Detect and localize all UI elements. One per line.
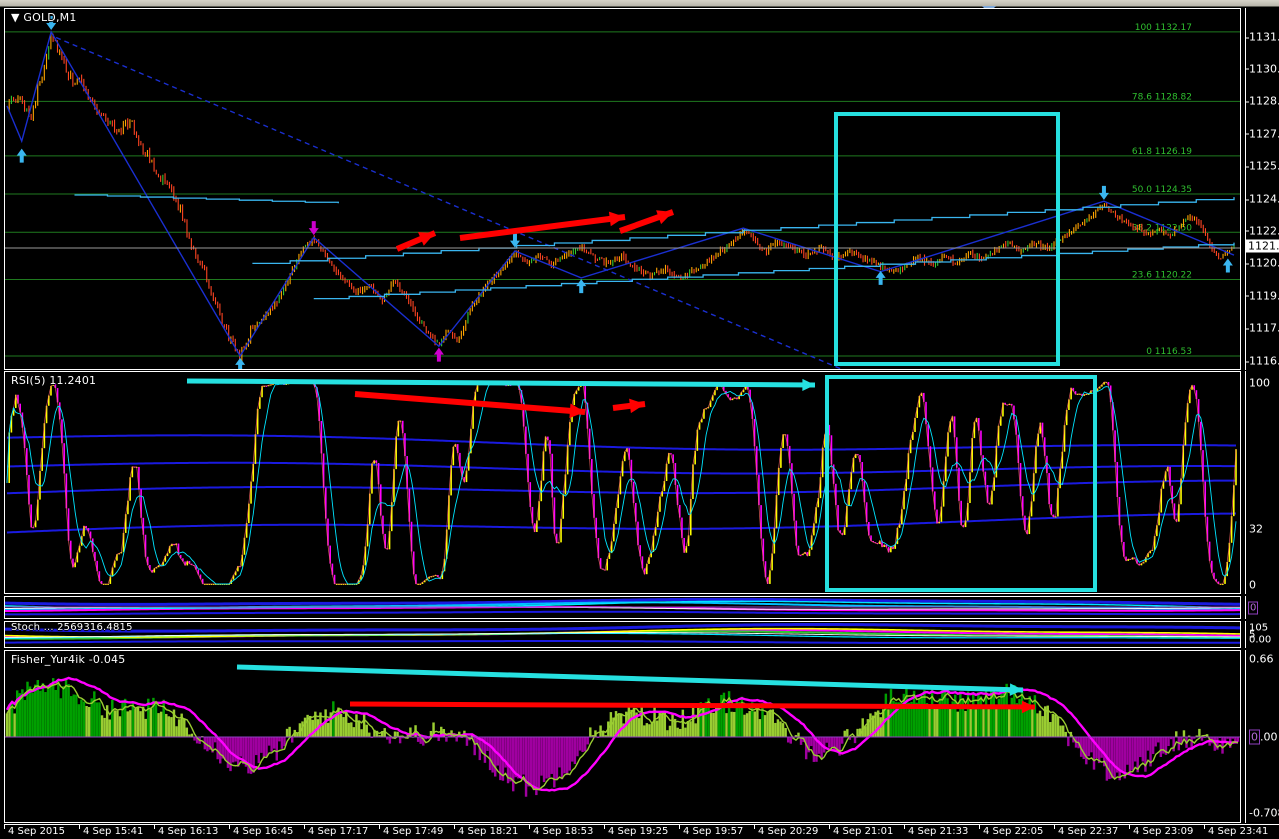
svg-text:78.6 1128.82: 78.6 1128.82 xyxy=(1132,92,1192,102)
window-title-bar xyxy=(0,0,1279,7)
sub2-tick: 0.00 xyxy=(1249,634,1272,646)
price-tick: 1131.70 xyxy=(1246,31,1279,44)
time-label: 4 Sep 19:57 xyxy=(683,826,744,837)
sub2-tick: 105 xyxy=(1249,622,1269,634)
rsi-annotations xyxy=(186,375,1097,592)
time-label: 4 Sep 17:49 xyxy=(383,826,444,837)
time-label: 4 Sep 23:09 xyxy=(1133,826,1194,837)
price-tick: 1122.50 xyxy=(1246,224,1279,237)
time-tick xyxy=(1129,825,1130,829)
zigzag-lines xyxy=(6,30,1235,369)
sub1-canvas xyxy=(5,597,1240,616)
sub2-tick: 5 xyxy=(1249,629,1256,641)
price-tick: 1130.20 xyxy=(1246,62,1279,75)
time-tick xyxy=(679,825,680,829)
sub1-lines xyxy=(5,597,1240,616)
time-tick xyxy=(529,825,530,829)
fractal-arrows xyxy=(16,16,1233,369)
time-tick xyxy=(304,825,305,829)
time-label: 4 Sep 19:25 xyxy=(608,826,669,837)
sub2-canvas xyxy=(5,623,1240,644)
sub2-scale[interactable]: 105 5 0.00 xyxy=(1245,621,1279,648)
rsi-tick: 100 xyxy=(1249,376,1270,390)
rsi-panel[interactable]: RSI(5) 11.2401 xyxy=(4,371,1241,594)
time-tick xyxy=(154,825,155,829)
svg-text:100 1132.17: 100 1132.17 xyxy=(1135,23,1192,33)
fisher-scale[interactable]: 0.66 0.00 -0.708 xyxy=(1245,650,1279,823)
time-label: 4 Sep 21:33 xyxy=(908,826,969,837)
time-tick xyxy=(904,825,905,829)
time-tick xyxy=(229,825,230,829)
fibonacci-gridlines: 100 1132.17 78.6 1128.82 61.8 1126.19 50.0 … xyxy=(5,23,1240,357)
price-tick: 1116.30 xyxy=(1246,355,1279,368)
price-tick: 1119.40 xyxy=(1246,289,1279,302)
time-label: 4 Sep 23:41 xyxy=(1208,826,1269,837)
rsi-tick: 32 xyxy=(1249,522,1263,536)
price-tick: 1125.55 xyxy=(1246,160,1279,173)
time-label: 4 Sep 15:41 xyxy=(83,826,144,837)
sub1-tick: 0 xyxy=(1248,601,1259,615)
sub2-lines xyxy=(5,623,1240,644)
time-label: 4 Sep 2015 xyxy=(8,826,66,837)
fisher-panel[interactable]: Fisher_Yur4ik -0.045 xyxy=(4,650,1241,823)
time-label: 4 Sep 16:13 xyxy=(158,826,219,837)
fisher-tick: -0.708 xyxy=(1249,806,1279,820)
price-tick: 1128.65 xyxy=(1246,95,1279,108)
price-tick: 1117.85 xyxy=(1246,322,1279,335)
price-tick: 1120.95 xyxy=(1246,257,1279,270)
time-tick xyxy=(454,825,455,829)
time-label: 4 Sep 18:21 xyxy=(458,826,519,837)
time-label: 4 Sep 20:29 xyxy=(758,826,819,837)
time-label: 4 Sep 17:17 xyxy=(308,826,369,837)
price-chart-panel[interactable]: 100 1132.17 78.6 1128.82 61.8 1126.19 50.0 … xyxy=(4,8,1241,370)
sub1-scale[interactable]: 0 xyxy=(1245,596,1279,619)
fisher-canvas xyxy=(5,664,1240,797)
rsi-bars xyxy=(8,382,1237,585)
time-axis[interactable]: 4 Sep 2015 4 Sep 15:41 4 Sep 16:13 4 Sep 16… xyxy=(4,824,1279,839)
svg-text:50.0 1124.35: 50.0 1124.35 xyxy=(1132,185,1192,195)
time-tick xyxy=(979,825,980,829)
current-price-label: 1121.75 xyxy=(1246,239,1279,253)
time-tick xyxy=(604,825,605,829)
price-scale[interactable]: 1131.70 1130.20 1128.65 1127.10 1125.55 1124.… xyxy=(1245,8,1279,370)
time-label: 4 Sep 22:37 xyxy=(1058,826,1119,837)
svg-text:0 1116.53: 0 1116.53 xyxy=(1146,347,1192,357)
rsi-canvas xyxy=(6,375,1237,592)
channel-lines xyxy=(74,194,1235,300)
rsi-tick: 0 xyxy=(1249,578,1256,592)
price-tick: 1124.00 xyxy=(1246,193,1279,206)
svg-text:23.6 1120.22: 23.6 1120.22 xyxy=(1132,271,1192,281)
svg-text:61.8 1126.19: 61.8 1126.19 xyxy=(1132,147,1192,157)
price-annotations xyxy=(395,112,1060,366)
sub-indicator-panel-2[interactable]: Stoch ... 2569316.4815 xyxy=(4,621,1241,648)
rsi-bollinger-bands xyxy=(6,434,1237,534)
time-label: 4 Sep 18:53 xyxy=(533,826,594,837)
time-tick xyxy=(79,825,80,829)
time-tick xyxy=(1204,825,1205,829)
time-tick xyxy=(4,825,5,829)
price-chart-canvas: 100 1132.17 78.6 1128.82 61.8 1126.19 50.0 … xyxy=(5,16,1240,369)
fisher-tick: 0.66 xyxy=(1249,652,1274,666)
fisher-annotations xyxy=(236,664,1036,714)
time-label: 4 Sep 22:05 xyxy=(983,826,1044,837)
price-candles xyxy=(8,33,1235,365)
rsi-lines xyxy=(6,381,1237,585)
fisher-tick: 0.00 xyxy=(1248,729,1279,745)
time-tick xyxy=(1054,825,1055,829)
time-label: 4 Sep 16:45 xyxy=(233,826,294,837)
time-tick xyxy=(754,825,755,829)
time-label: 4 Sep 21:01 xyxy=(833,826,894,837)
time-tick xyxy=(379,825,380,829)
sub-indicator-panel-1[interactable] xyxy=(4,596,1241,619)
fisher-signal-lines xyxy=(5,676,1240,792)
time-tick xyxy=(829,825,830,829)
fisher-histogram xyxy=(5,677,1240,797)
rsi-scale[interactable]: 100 32 0 xyxy=(1245,371,1279,594)
price-tick: 1127.10 xyxy=(1246,127,1279,140)
